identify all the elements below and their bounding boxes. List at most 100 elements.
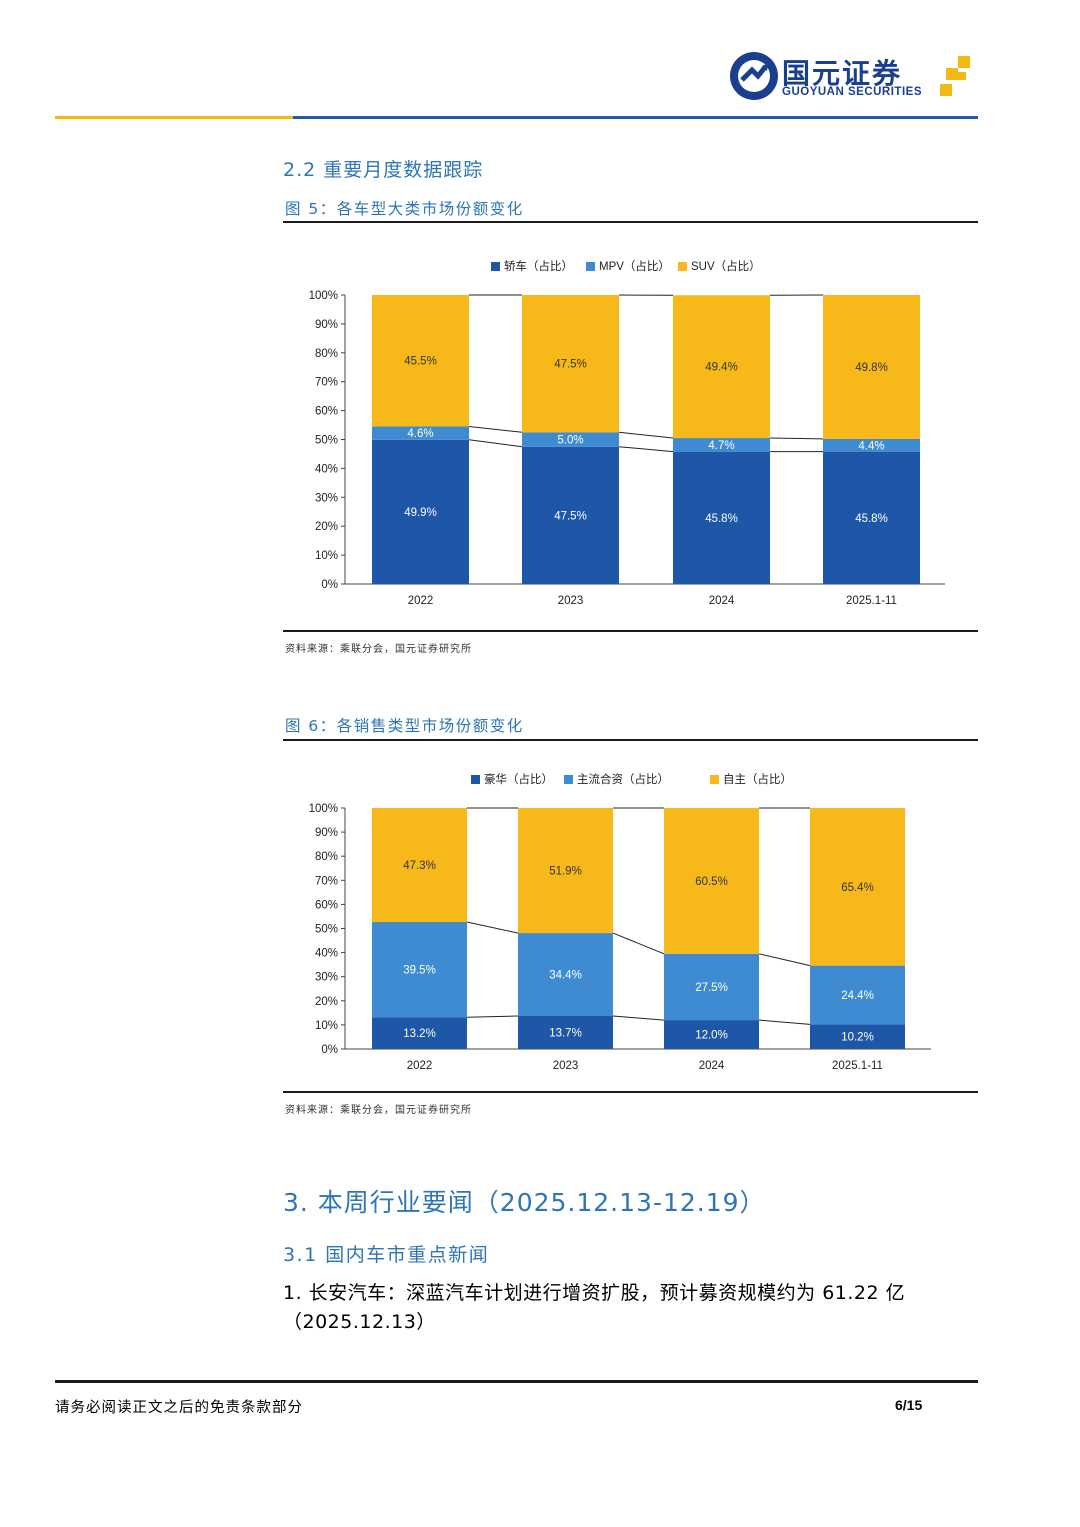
figure5-bar-segment bbox=[522, 295, 619, 433]
figure6-bar-segment bbox=[518, 808, 613, 934]
figure6-series-connector bbox=[758, 1019, 811, 1025]
figure6-series-connector bbox=[612, 932, 665, 955]
figure6-bar-segment bbox=[810, 965, 905, 1025]
figure5-data-label: 5.0% bbox=[557, 435, 583, 447]
figure6-data-label: 65.4% bbox=[841, 882, 874, 894]
figure5-bar-segment bbox=[673, 438, 770, 452]
figure6-legend-swatch bbox=[471, 775, 480, 784]
figure6-bar-segment bbox=[664, 808, 759, 954]
figure6-y-tick-label: 60% bbox=[315, 899, 338, 911]
figure5-bottom-rule bbox=[283, 630, 978, 632]
figure5-x-tick-label: 2023 bbox=[558, 595, 584, 607]
figure5-data-label: 4.4% bbox=[858, 440, 884, 452]
figure6-data-label: 60.5% bbox=[695, 876, 728, 888]
footer-disclaimer: 请务必阅读正文之后的免责条款部分 bbox=[55, 1400, 303, 1416]
figure6-bar-segment bbox=[664, 1020, 759, 1049]
figure6-series-connector bbox=[612, 1015, 665, 1021]
figure5-series-connector bbox=[769, 437, 824, 440]
figure6-series-connector bbox=[466, 921, 519, 934]
figure5-bar-segment bbox=[823, 295, 920, 439]
figure6-x-tick-label: 2022 bbox=[407, 1060, 433, 1072]
section-heading-3: 3. 本周行业要闻（2025.12.13-12.19） bbox=[283, 1188, 766, 1217]
figure6-bar-segment bbox=[810, 1024, 905, 1049]
figure6-bar-segment bbox=[372, 808, 467, 922]
figure6-y-tick-label: 20% bbox=[315, 996, 338, 1008]
figure5-bar-segment bbox=[372, 439, 469, 584]
figure5-y-tick-label: 60% bbox=[315, 406, 338, 418]
figure5-legend-swatch bbox=[678, 262, 687, 271]
figure6-y-tick-label: 70% bbox=[315, 875, 338, 887]
figure6-x-tick-label: 2025.1-11 bbox=[832, 1060, 883, 1072]
figure5-y-tick-label: 30% bbox=[315, 492, 338, 504]
figure6-legend-label: 豪华（占比） bbox=[484, 772, 553, 786]
figure6-data-label: 10.2% bbox=[841, 1032, 874, 1044]
figure6-data-label: 13.2% bbox=[403, 1028, 436, 1040]
figure5-data-label: 49.8% bbox=[855, 362, 888, 374]
figure6-x-tick-label: 2023 bbox=[553, 1060, 579, 1072]
figure5-bar-segment bbox=[522, 446, 619, 584]
figure6-top-rule bbox=[283, 739, 978, 741]
figure6-title: 图 6：各销售类型市场份额变化 bbox=[285, 717, 524, 735]
figure5-bar-segment bbox=[522, 432, 619, 447]
figure5-bar-segment bbox=[372, 426, 469, 440]
figure5-y-tick-label: 90% bbox=[315, 319, 338, 331]
figure6-y-tick-label: 30% bbox=[315, 972, 338, 984]
figure5-y-tick-label: 20% bbox=[315, 521, 338, 533]
footer-rule bbox=[55, 1380, 978, 1383]
figure6-data-label: 12.0% bbox=[695, 1030, 728, 1042]
figure5-data-label: 45.8% bbox=[705, 513, 738, 525]
figure6-data-label: 24.4% bbox=[841, 990, 874, 1002]
figure5-data-label: 49.4% bbox=[705, 362, 738, 374]
figure6-y-tick-label: 40% bbox=[315, 948, 338, 960]
figure5-legend-label: SUV（占比） bbox=[691, 259, 761, 273]
figure5-x-tick-label: 2025.1-11 bbox=[846, 595, 897, 607]
figure5-y-tick-label: 40% bbox=[315, 463, 338, 475]
figure5-y-tick-label: 10% bbox=[315, 550, 338, 562]
figure6-chart: 豪华（占比） 主流合资（占比） 自主（占比） 0% 10% 20% 30% 40% 50% 60%… bbox=[309, 772, 931, 1072]
figure5-y-tick-label: 50% bbox=[315, 435, 338, 447]
figure5-bar-segment bbox=[823, 438, 920, 452]
figure6-bar-segment bbox=[518, 1015, 613, 1049]
figure5-legend-swatch bbox=[491, 262, 500, 271]
figure5-bar-segment bbox=[673, 295, 770, 439]
figure6-y-tick-label: 80% bbox=[315, 851, 338, 863]
figure6-bar-segment bbox=[518, 933, 613, 1016]
figure6-legend-swatch bbox=[710, 775, 719, 784]
figure5-data-label: 4.6% bbox=[407, 428, 433, 440]
figure5-data-label: 45.5% bbox=[404, 356, 437, 368]
figure6-y-tick-label: 0% bbox=[321, 1044, 338, 1056]
figure6-x-tick-label: 2024 bbox=[699, 1060, 725, 1072]
figure5-chart: 轿车（占比） MPV（占比） SUV（占比） 0% 10% 20% 30% 40% 50% 60%… bbox=[309, 259, 945, 607]
figure6-bar-segment bbox=[664, 953, 759, 1021]
figure6-y-tick-label: 10% bbox=[315, 1020, 338, 1032]
figure5-y-tick-label: 80% bbox=[315, 348, 338, 360]
figure6-series-connector bbox=[758, 953, 811, 967]
figure6-data-label: 13.7% bbox=[549, 1027, 582, 1039]
figure5-y-tick-label: 0% bbox=[321, 579, 338, 591]
figure5-source: 资料来源：乘联分会，国元证券研究所 bbox=[285, 644, 472, 655]
figure5-title: 图 5：各车型大类市场份额变化 bbox=[285, 200, 524, 218]
logo-emblem-icon bbox=[730, 52, 778, 100]
figure6-data-label: 51.9% bbox=[549, 866, 582, 878]
figure6-y-tick-label: 90% bbox=[315, 827, 338, 839]
figure5-data-label: 47.5% bbox=[554, 510, 587, 522]
figure5-x-tick-label: 2022 bbox=[408, 595, 434, 607]
logo-text-cn: 国元证券 bbox=[782, 57, 903, 90]
figure5-series-connector bbox=[468, 439, 523, 448]
figure6-y-tick-label: 50% bbox=[315, 924, 338, 936]
figure6-source: 资料来源：乘联分会，国元证券研究所 bbox=[285, 1105, 472, 1116]
section-heading-2-2: 2.2 重要月度数据跟踪 bbox=[283, 159, 484, 181]
figure5-series-connector bbox=[618, 446, 674, 453]
figure6-series-connector bbox=[466, 1015, 519, 1018]
figure5-bar-segment bbox=[823, 451, 920, 584]
figure5-data-label: 47.5% bbox=[554, 359, 587, 371]
figure5-legend-label: MPV（占比） bbox=[599, 259, 670, 273]
figure5-series-connector bbox=[618, 431, 674, 439]
figure6-legend-label: 自主（占比） bbox=[723, 772, 792, 786]
figure6-bottom-rule bbox=[283, 1091, 978, 1093]
figure6-data-label: 39.5% bbox=[403, 965, 436, 977]
logo-text-en: GUOYUAN SECURITIES bbox=[782, 86, 922, 98]
page-number: 6/15 bbox=[895, 1397, 923, 1413]
figure5-top-rule bbox=[283, 221, 978, 223]
figure5-legend-swatch bbox=[586, 262, 595, 271]
